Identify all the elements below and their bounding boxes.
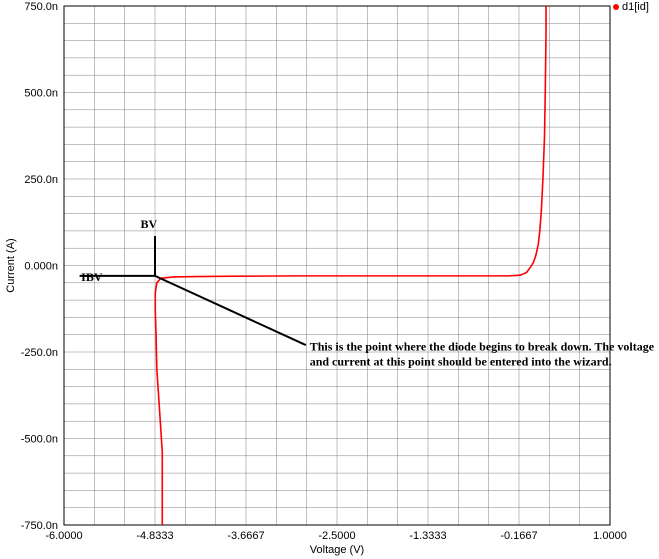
y-tick-label: 500.0n [24,88,58,100]
annotation-body-line2: and current at this point should be ente… [310,354,612,368]
annotation-body-line1: This is the point where the diode begins… [310,339,655,353]
x-tick-label: -1.3333 [409,530,446,542]
y-tick-label: -750.0n [21,520,58,532]
x-axis-label: Voltage (V) [310,544,364,556]
annotation-bv-label: BV [140,217,157,231]
y-tick-label: 750.0n [24,1,58,13]
y-tick-label: -500.0n [21,434,58,446]
x-tick-label: 1.0000 [593,530,627,542]
y-tick-label: 0.000n [24,261,58,273]
annotation-ibv-label: IBV [81,270,103,284]
x-tick-label: -2.5000 [318,530,355,542]
x-tick-label: -0.1667 [500,530,537,542]
diode-iv-chart: -6.0000-4.8333-3.6667-2.5000-1.3333-0.16… [0,0,659,559]
legend-label: d1[id] [622,1,649,13]
y-tick-label: 250.0n [24,174,58,186]
x-tick-label: -4.8333 [136,530,173,542]
y-axis-label: Current (A) [5,238,17,292]
legend-marker [613,4,619,10]
y-tick-label: -250.0n [21,347,58,359]
x-tick-label: -3.6667 [227,530,264,542]
